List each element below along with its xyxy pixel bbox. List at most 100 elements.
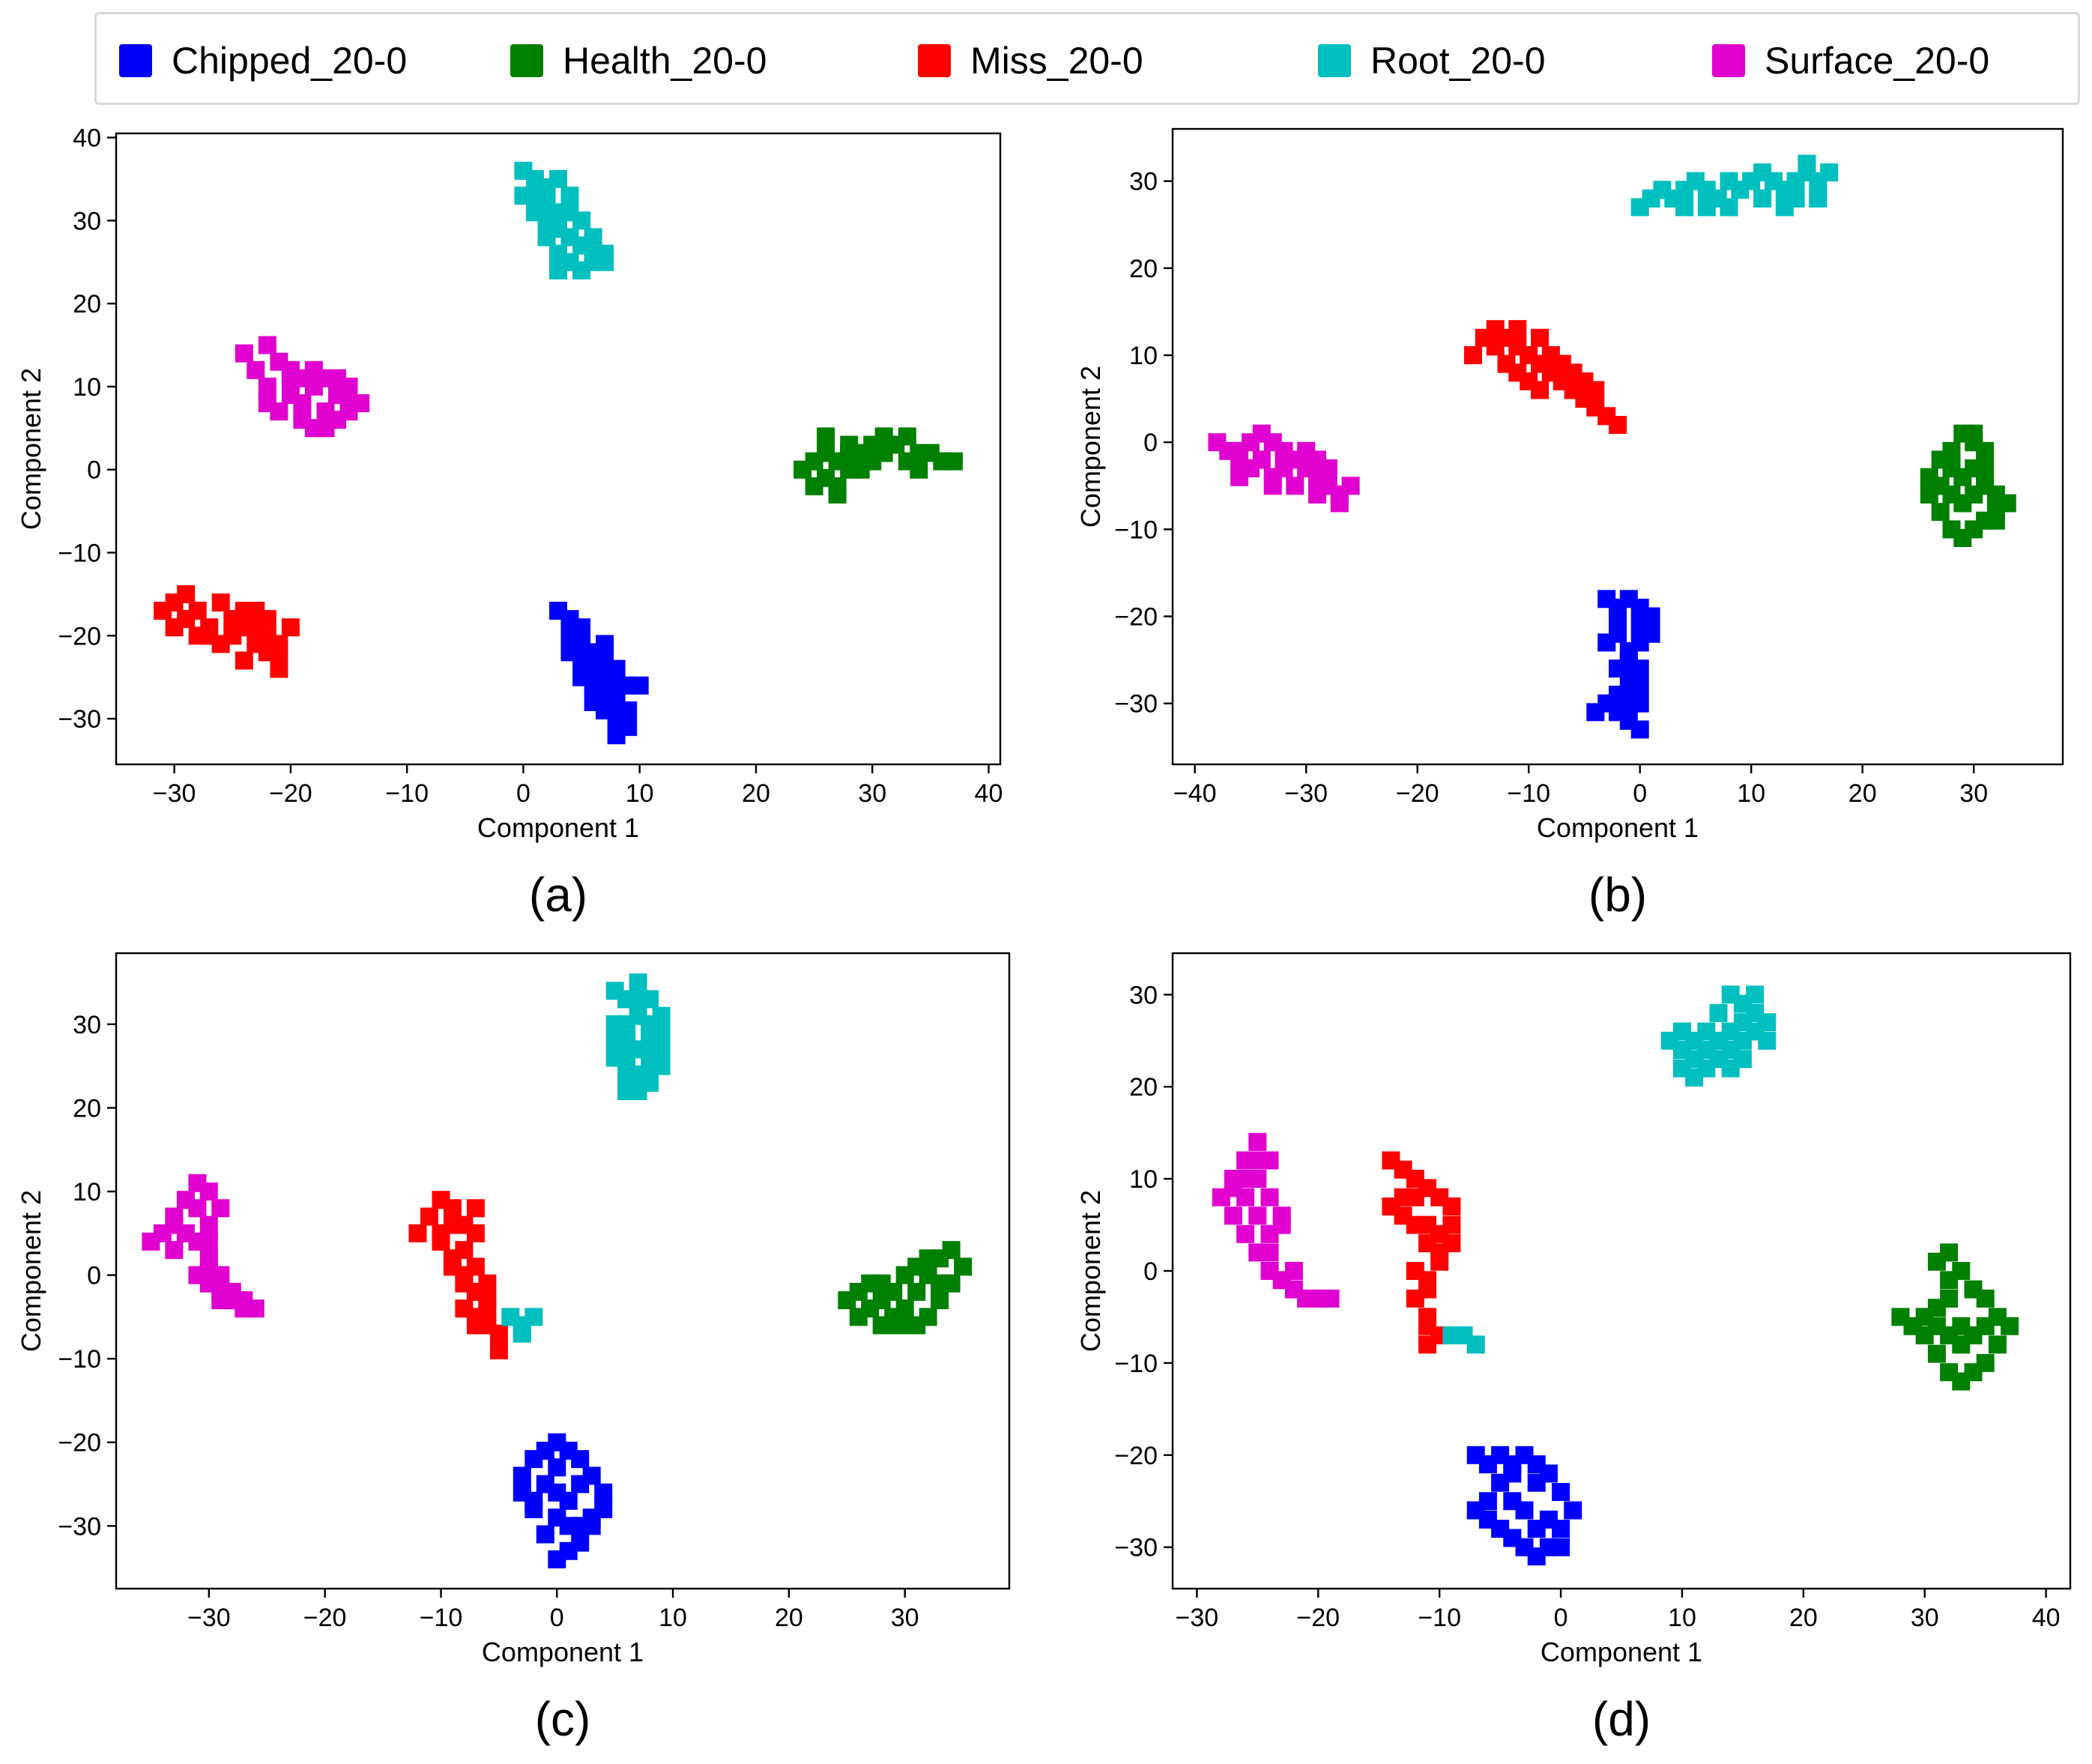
legend-swatch-root	[1318, 44, 1351, 77]
data-point	[165, 1241, 184, 1260]
data-point	[898, 427, 916, 446]
data-point	[270, 659, 288, 678]
data-point	[1720, 198, 1738, 217]
data-point	[1230, 468, 1249, 486]
legend-label-root: Root_20-0	[1370, 40, 1546, 82]
y-tick-label: −30	[1114, 1534, 1158, 1562]
x-tick-label: 10	[626, 779, 654, 808]
data-point	[489, 1341, 508, 1359]
x-axis-label: Component 1	[1537, 812, 1699, 843]
data-point	[874, 427, 893, 446]
x-tick-label: 20	[1789, 1604, 1818, 1632]
data-point	[1406, 1262, 1424, 1280]
x-tick-label: 10	[1668, 1604, 1696, 1632]
y-tick-label: 20	[73, 290, 101, 318]
data-point	[432, 1224, 450, 1242]
x-tick-label: 0	[1554, 1604, 1568, 1632]
data-point	[177, 585, 196, 603]
data-point	[1931, 477, 1950, 495]
data-point	[1619, 686, 1638, 704]
data-point	[629, 1065, 647, 1084]
data-point	[1248, 1206, 1267, 1225]
data-point	[1586, 381, 1605, 399]
data-point	[548, 1550, 566, 1568]
legend-entry-health: Health_20-0	[510, 14, 767, 107]
y-tick-label: −10	[1114, 516, 1158, 544]
data-point	[1753, 189, 1772, 208]
data-point	[1275, 459, 1293, 477]
y-axis-label: Component 2	[1075, 1190, 1106, 1352]
legend-swatch-surface	[1712, 44, 1745, 77]
y-tick-label: 20	[73, 1094, 101, 1123]
data-point	[1609, 416, 1627, 434]
data-point	[165, 1215, 184, 1234]
data-point	[1721, 1022, 1740, 1041]
data-point	[605, 1032, 624, 1051]
data-point	[1248, 1151, 1267, 1170]
data-point	[478, 1274, 497, 1293]
data-point	[258, 610, 276, 629]
data-point	[1252, 450, 1271, 469]
data-point	[1442, 1234, 1461, 1253]
data-point	[1927, 1344, 1946, 1363]
data-point	[571, 1475, 590, 1493]
legend-box: Chipped_20-0 Health_20-0 Miss_20-0 Root_…	[94, 12, 2080, 105]
data-point	[944, 452, 963, 471]
x-tick-label: 30	[1959, 779, 1988, 808]
data-point	[652, 1040, 671, 1059]
data-point	[1940, 1326, 1959, 1344]
data-point	[316, 419, 335, 438]
y-tick-label: 30	[1129, 168, 1158, 196]
legend-swatch-health	[510, 44, 543, 77]
legend-swatch-chipped	[119, 44, 152, 77]
data-point	[1284, 1262, 1303, 1280]
x-tick-label: 0	[1633, 779, 1647, 808]
data-point	[1820, 163, 1839, 182]
data-point	[1758, 1031, 1777, 1050]
data-point	[525, 203, 544, 222]
y-tick-label: 0	[1143, 1257, 1158, 1286]
x-tick-label: 30	[891, 1604, 919, 1632]
data-point	[607, 659, 626, 678]
data-point	[1952, 1262, 1971, 1280]
y-tick-label: −10	[58, 539, 101, 567]
data-point	[443, 1249, 462, 1268]
y-tick-label: 10	[73, 1178, 101, 1206]
data-point	[1486, 337, 1505, 356]
data-point	[211, 593, 230, 611]
legend-label-miss: Miss_20-0	[970, 40, 1143, 82]
data-point	[258, 336, 276, 354]
data-point	[828, 485, 847, 504]
data-point	[652, 1006, 671, 1025]
y-tick-label: 20	[1129, 255, 1158, 283]
data-point	[1531, 328, 1550, 347]
data-point	[2001, 1317, 2019, 1335]
x-tick-label: 40	[975, 779, 1003, 808]
data-point	[188, 1199, 207, 1218]
data-point	[584, 692, 602, 711]
data-point	[1976, 459, 1995, 477]
plot-frame	[1171, 127, 2064, 766]
data-point	[584, 676, 602, 695]
data-point	[1442, 1326, 1461, 1344]
data-point	[1672, 1022, 1691, 1041]
y-tick-label: 0	[87, 1262, 101, 1290]
data-point	[1341, 477, 1360, 495]
data-point	[560, 203, 579, 222]
y-tick-label: −30	[58, 705, 101, 734]
data-point	[1308, 485, 1326, 504]
y-axis-label: Component 2	[1075, 366, 1106, 528]
data-point	[478, 1291, 497, 1310]
data-point	[596, 635, 614, 653]
data-point	[1721, 985, 1740, 1004]
data-point	[1224, 1179, 1242, 1197]
y-tick-label: −20	[1114, 1442, 1158, 1470]
x-tick-label: −20	[269, 779, 312, 808]
y-tick-label: 0	[87, 456, 101, 485]
data-point	[211, 635, 230, 653]
data-point	[1236, 1224, 1255, 1243]
data-point	[199, 1215, 218, 1234]
data-point	[1988, 1335, 2007, 1354]
plot-frame	[1171, 952, 2072, 1590]
